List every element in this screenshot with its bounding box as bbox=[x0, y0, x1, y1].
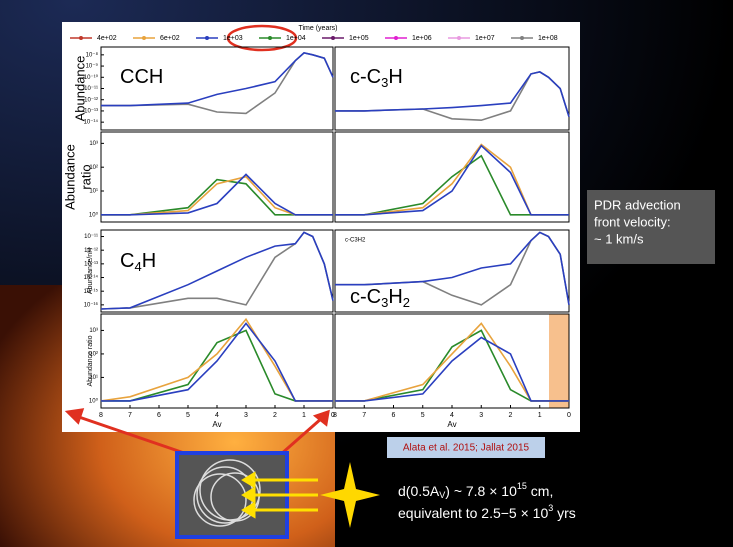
x-tick-label: 8 bbox=[99, 412, 103, 419]
y-axis-label: Abundance ratio bbox=[87, 335, 94, 386]
legend-marker bbox=[331, 36, 335, 40]
legend-marker bbox=[205, 36, 209, 40]
side-text: ~ 1 km/s bbox=[594, 231, 644, 246]
x-tick-label: 1 bbox=[538, 412, 542, 419]
panel-annotation: c-C3H2 bbox=[345, 238, 366, 244]
x-tick-label: 3 bbox=[244, 412, 248, 419]
text-part: C bbox=[120, 250, 134, 272]
flow-arrows bbox=[244, 474, 318, 516]
x-tick-label: 2 bbox=[509, 412, 513, 419]
panel-label: c-C3H bbox=[350, 66, 403, 90]
legend-label: 1e+08 bbox=[538, 35, 558, 42]
y-tick-label: 10⁻¹⁶ bbox=[84, 301, 99, 308]
y-tick-label: 10³ bbox=[89, 141, 98, 147]
x-tick-label: 1 bbox=[302, 412, 306, 419]
text-part: 15 bbox=[517, 481, 527, 491]
legend-label: 1e+05 bbox=[349, 35, 369, 42]
text-part: c-C bbox=[350, 286, 381, 308]
y-tick-label: 10⁻⁸ bbox=[86, 51, 99, 58]
legend-marker bbox=[520, 36, 524, 40]
legend-marker bbox=[457, 36, 461, 40]
text-part: 3 bbox=[381, 75, 388, 90]
shaded-region bbox=[549, 314, 569, 408]
slide: Time (years) 4e+02 6e+02 1e+03 1e+04 1e+05 1e+… bbox=[0, 0, 733, 547]
text-part: d(0.5A bbox=[398, 483, 440, 499]
legend-marker bbox=[394, 36, 398, 40]
text-part: H bbox=[388, 286, 402, 308]
y-tick-label: 10⁰ bbox=[89, 211, 99, 218]
panel-label: CCH bbox=[120, 66, 163, 88]
legend-title: Time (years) bbox=[298, 25, 337, 32]
x-tick-label: 4 bbox=[215, 412, 219, 419]
text-part: equivalent to 2.5−5 × 10 bbox=[398, 505, 548, 521]
legend-label: 1e+06 bbox=[412, 35, 432, 42]
x-axis-label: Av bbox=[212, 420, 221, 429]
text-part: 4 bbox=[134, 259, 141, 274]
y-tick-label: 10⁻⁹ bbox=[86, 63, 99, 70]
y-tick-label: 10³ bbox=[89, 328, 98, 334]
y-axis-label: Abundance bbox=[62, 144, 77, 210]
citation: Alata et al. 2015; Jallat 2015 bbox=[403, 443, 530, 454]
text-part: c-C bbox=[350, 66, 381, 88]
text-part: ) ~ 7.8 × 10 bbox=[445, 483, 517, 499]
distance-text: d(0.5AV) ~ 7.8 × 1015 cm, bbox=[398, 481, 553, 500]
x-tick-label: 7 bbox=[128, 412, 132, 419]
legend-label: 1e+04 bbox=[286, 35, 306, 42]
x-tick-label: 7 bbox=[362, 412, 366, 419]
legend-label: 1e+07 bbox=[475, 35, 495, 42]
x-tick-label: 6 bbox=[157, 412, 161, 419]
x-tick-label: 4 bbox=[450, 412, 454, 419]
legend-label: 6e+02 bbox=[160, 35, 180, 42]
y-axis-label: ratio bbox=[78, 164, 93, 189]
text-part: 2 bbox=[403, 295, 410, 310]
legend-label: 1e+03 bbox=[223, 35, 243, 42]
x-tick-label: 0 bbox=[567, 412, 571, 419]
legend-label: 4e+02 bbox=[97, 35, 117, 42]
text-part: yrs bbox=[553, 505, 576, 521]
side-text: front velocity: bbox=[594, 214, 671, 229]
legend-marker bbox=[142, 36, 146, 40]
text-part: H bbox=[142, 250, 156, 272]
x-tick-label: 5 bbox=[186, 412, 190, 419]
x-tick-label: 3 bbox=[479, 412, 483, 419]
text-part: H bbox=[388, 66, 402, 88]
legend-marker bbox=[268, 36, 272, 40]
x-tick-label: 8 bbox=[333, 412, 337, 419]
x-tick-label: 5 bbox=[421, 412, 425, 419]
text-part: CCH bbox=[120, 66, 163, 88]
text-part: 3 bbox=[381, 295, 388, 310]
x-tick-label: 6 bbox=[392, 412, 396, 419]
x-tick-label: 2 bbox=[273, 412, 277, 419]
panel-label: c-C3H2 bbox=[350, 286, 410, 310]
legend-marker bbox=[79, 36, 83, 40]
y-axis-label: Abundance bbox=[72, 56, 87, 122]
y-tick-label: 10⁻¹¹ bbox=[84, 234, 98, 240]
x-axis-label: Av bbox=[447, 420, 456, 429]
y-tick-label: 10⁰ bbox=[89, 398, 99, 405]
text-part: cm, bbox=[527, 483, 553, 499]
y-axis-label: Abundance/nH bbox=[87, 248, 94, 294]
side-text: PDR advection bbox=[594, 197, 681, 212]
